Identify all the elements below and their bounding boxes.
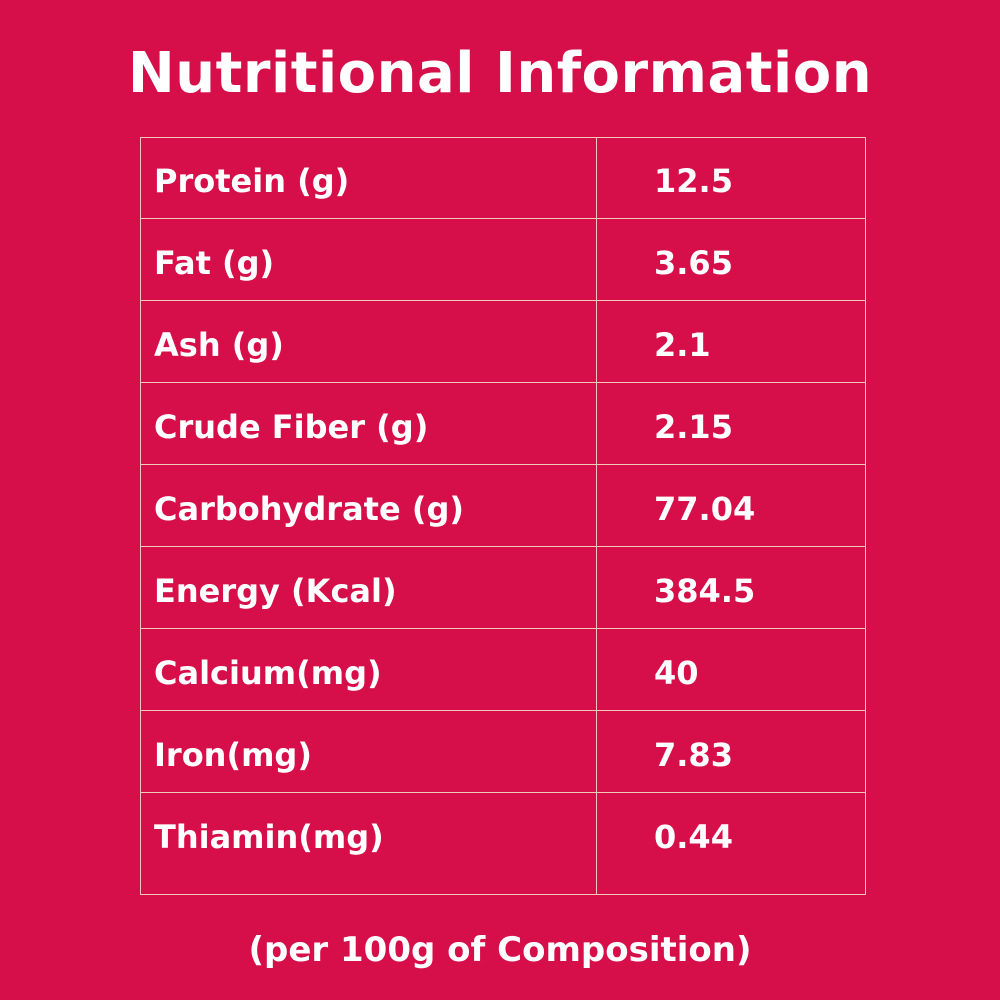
nutrient-label: Thiamin(mg) bbox=[154, 818, 384, 856]
table-row: Protein (g) 12.5 bbox=[140, 137, 866, 219]
nutrient-value: 7.83 bbox=[654, 736, 733, 774]
table-row: Crude Fiber (g) 2.15 bbox=[140, 383, 866, 465]
nutrient-value: 384.5 bbox=[654, 572, 756, 610]
nutrient-value: 77.04 bbox=[654, 490, 756, 528]
nutrition-table bbox=[140, 137, 866, 895]
row-divider bbox=[140, 710, 866, 711]
table-row: Carbohydrate (g) 77.04 bbox=[140, 465, 866, 547]
nutrient-value: 2.1 bbox=[654, 326, 711, 364]
row-divider bbox=[140, 218, 866, 219]
row-divider bbox=[140, 792, 866, 793]
row-divider bbox=[140, 382, 866, 383]
table-row: Thiamin(mg) 0.44 bbox=[140, 793, 866, 895]
row-divider bbox=[140, 300, 866, 301]
row-divider bbox=[140, 464, 866, 465]
table-row: Fat (g) 3.65 bbox=[140, 219, 866, 301]
page-title: Nutritional Information bbox=[127, 41, 873, 106]
nutrient-value: 0.44 bbox=[654, 818, 733, 856]
nutrient-label: Calcium(mg) bbox=[154, 654, 382, 692]
row-divider bbox=[140, 546, 866, 547]
nutrient-value: 3.65 bbox=[654, 244, 733, 282]
table-row: Energy (Kcal) 384.5 bbox=[140, 547, 866, 629]
nutrient-label: Fat (g) bbox=[154, 244, 275, 282]
column-divider bbox=[596, 137, 597, 895]
table-row: Calcium(mg) 40 bbox=[140, 629, 866, 711]
nutrient-label: Iron(mg) bbox=[154, 736, 312, 774]
nutrient-value: 12.5 bbox=[654, 162, 733, 200]
nutrient-label: Crude Fiber (g) bbox=[154, 408, 429, 446]
nutrient-label: Energy (Kcal) bbox=[154, 572, 397, 610]
footnote: (per 100g of Composition) bbox=[248, 930, 752, 970]
row-divider bbox=[140, 628, 866, 629]
nutrient-value: 40 bbox=[654, 654, 699, 692]
table-row: Iron(mg) 7.83 bbox=[140, 711, 866, 793]
nutrient-label: Carbohydrate (g) bbox=[154, 490, 464, 528]
nutrient-value: 2.15 bbox=[654, 408, 733, 446]
nutrient-label: Ash (g) bbox=[154, 326, 284, 364]
nutrient-label: Protein (g) bbox=[154, 162, 350, 200]
table-row: Ash (g) 2.1 bbox=[140, 301, 866, 383]
